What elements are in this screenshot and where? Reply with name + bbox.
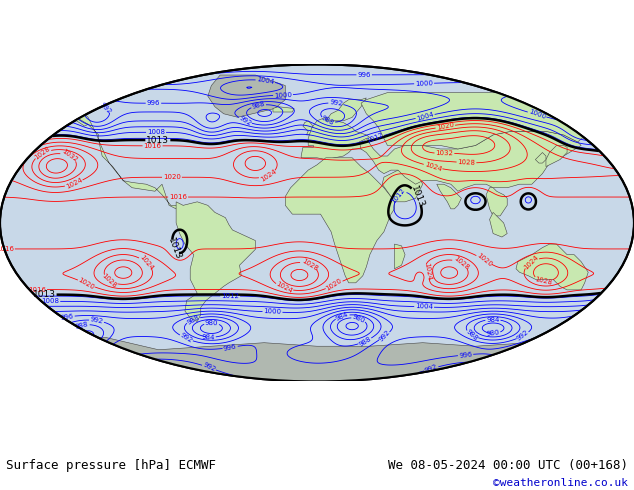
Text: 1028: 1028 xyxy=(457,159,476,166)
Text: 996: 996 xyxy=(458,351,473,359)
Text: ©weatheronline.co.uk: ©weatheronline.co.uk xyxy=(493,478,628,488)
Text: 996: 996 xyxy=(358,72,371,78)
Text: 1008: 1008 xyxy=(41,298,59,304)
Text: 992: 992 xyxy=(89,317,104,325)
Text: 988: 988 xyxy=(465,328,479,342)
Text: 1004: 1004 xyxy=(256,76,275,85)
Polygon shape xyxy=(0,338,634,381)
Polygon shape xyxy=(303,121,321,135)
Text: 988: 988 xyxy=(320,115,335,126)
Text: 988: 988 xyxy=(186,314,200,326)
Text: 980: 980 xyxy=(351,314,366,324)
Polygon shape xyxy=(486,188,507,216)
Text: 1016: 1016 xyxy=(0,246,14,252)
Text: 992: 992 xyxy=(424,364,439,374)
Text: 1032: 1032 xyxy=(436,150,453,156)
Text: 984: 984 xyxy=(335,311,349,321)
Text: 984: 984 xyxy=(201,334,215,340)
Text: 992: 992 xyxy=(378,329,391,343)
Text: Surface pressure [hPa] ECMWF: Surface pressure [hPa] ECMWF xyxy=(6,459,216,472)
Text: 980: 980 xyxy=(205,320,219,326)
Text: 1008: 1008 xyxy=(147,129,165,135)
Text: 1024: 1024 xyxy=(424,262,432,281)
Text: 1020: 1020 xyxy=(476,252,493,268)
Polygon shape xyxy=(516,244,588,290)
Text: 1024: 1024 xyxy=(259,168,277,183)
Text: 1013: 1013 xyxy=(166,236,183,261)
Text: 992: 992 xyxy=(99,101,113,115)
Text: 996: 996 xyxy=(223,343,237,352)
Text: 1024: 1024 xyxy=(275,281,293,294)
Text: 1016: 1016 xyxy=(28,287,46,293)
Polygon shape xyxy=(208,75,285,117)
Text: 1013: 1013 xyxy=(146,136,169,145)
Polygon shape xyxy=(301,117,373,160)
Polygon shape xyxy=(546,146,567,167)
Polygon shape xyxy=(326,98,366,121)
Text: 1013: 1013 xyxy=(32,290,56,299)
Polygon shape xyxy=(609,290,623,304)
Text: 992: 992 xyxy=(238,115,252,127)
Polygon shape xyxy=(382,170,423,202)
Polygon shape xyxy=(361,93,625,149)
Text: 1028: 1028 xyxy=(534,276,553,286)
Text: 1004: 1004 xyxy=(415,303,433,310)
Text: We 08-05-2024 00:00 UTC (00+168): We 08-05-2024 00:00 UTC (00+168) xyxy=(387,459,628,472)
Text: 988: 988 xyxy=(358,335,372,347)
Text: 1028: 1028 xyxy=(34,146,51,161)
Text: 980: 980 xyxy=(486,329,500,337)
Text: 988: 988 xyxy=(251,101,266,110)
Text: 1000: 1000 xyxy=(415,80,433,87)
Text: 1032: 1032 xyxy=(60,148,79,164)
Text: 984: 984 xyxy=(486,317,500,322)
Polygon shape xyxy=(489,212,507,237)
Text: 992: 992 xyxy=(515,329,530,342)
Text: 1016: 1016 xyxy=(169,194,187,200)
Text: 996: 996 xyxy=(146,100,160,106)
Polygon shape xyxy=(273,107,294,112)
Text: 1012: 1012 xyxy=(391,187,406,205)
Polygon shape xyxy=(535,152,546,163)
Text: 992: 992 xyxy=(329,99,343,107)
Text: 1004: 1004 xyxy=(416,111,434,122)
Text: 996: 996 xyxy=(60,313,74,320)
Text: 1024: 1024 xyxy=(424,161,443,172)
Text: 988: 988 xyxy=(75,321,89,330)
Text: 1028: 1028 xyxy=(301,257,319,272)
Text: 1012: 1012 xyxy=(221,293,239,299)
Text: 1024: 1024 xyxy=(65,177,83,190)
Text: 1024: 1024 xyxy=(522,254,540,271)
Text: 1028: 1028 xyxy=(452,255,470,271)
Text: 1020: 1020 xyxy=(77,276,96,291)
Text: 992: 992 xyxy=(179,332,193,344)
Text: 1016: 1016 xyxy=(143,143,162,149)
Polygon shape xyxy=(176,202,256,321)
Polygon shape xyxy=(285,158,394,283)
Text: 1020: 1020 xyxy=(436,122,455,131)
Polygon shape xyxy=(21,96,88,126)
Polygon shape xyxy=(21,96,183,209)
Text: 1000: 1000 xyxy=(274,92,292,98)
Text: 1020: 1020 xyxy=(325,278,344,292)
Text: 1028: 1028 xyxy=(101,272,118,289)
Text: 1013: 1013 xyxy=(409,184,425,209)
Text: 1012: 1012 xyxy=(365,132,384,144)
Text: 1020: 1020 xyxy=(163,174,181,180)
Ellipse shape xyxy=(0,65,634,381)
Text: 1000: 1000 xyxy=(527,109,547,121)
Text: 992: 992 xyxy=(202,362,216,373)
Polygon shape xyxy=(437,184,462,209)
Polygon shape xyxy=(394,244,405,269)
Text: 1024: 1024 xyxy=(138,254,154,271)
Text: 1000: 1000 xyxy=(263,309,281,316)
Polygon shape xyxy=(359,131,581,191)
